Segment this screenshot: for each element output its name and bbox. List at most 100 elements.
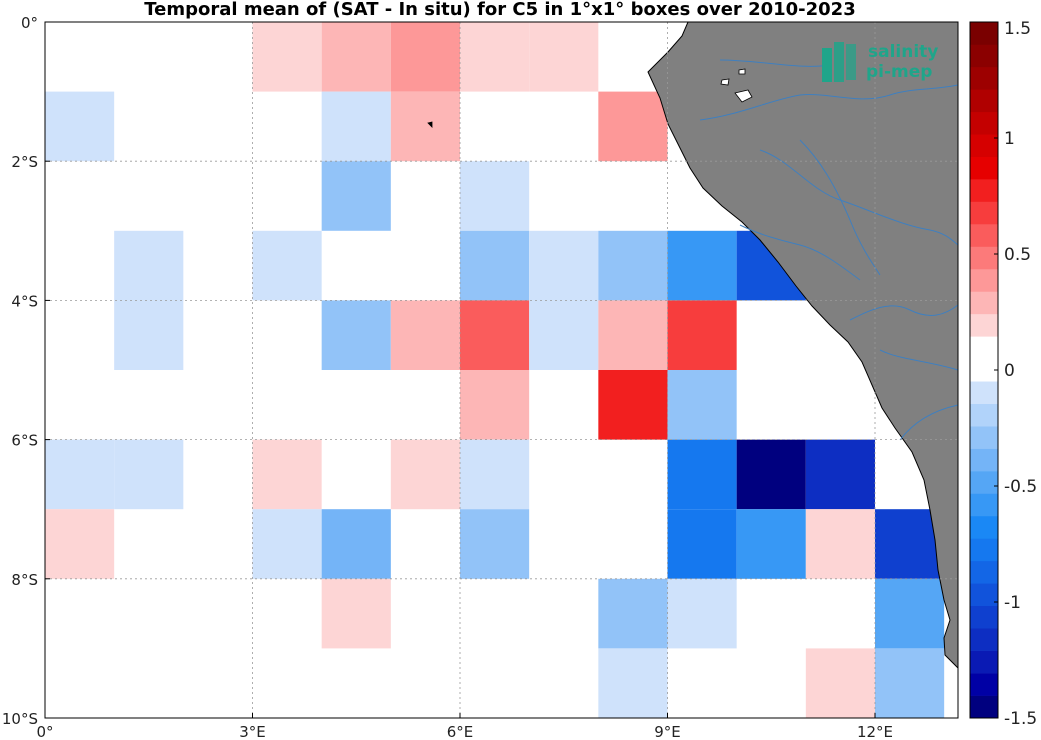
data-cell [114,230,184,301]
data-cell [390,22,460,92]
colorbar-swatch [970,268,998,292]
colorbar-tick-label: 0 [1004,361,1015,381]
data-cell [460,230,530,301]
data-cell [805,439,875,510]
colorbar-swatch [970,538,998,562]
data-cell [460,22,530,92]
logo-text-line2: pi-mep [866,62,932,82]
data-cell [805,648,875,718]
data-cell [667,370,737,440]
colorbar-swatch [970,134,998,158]
data-cell [805,509,875,579]
data-cell [460,300,530,370]
data-cell [321,509,391,579]
data-cell [598,300,668,370]
data-cell [45,509,115,579]
y-tick-label: 4°S [11,292,38,310]
data-cell [252,230,322,301]
y-tick-label: 6°S [11,432,38,450]
river [799,139,881,276]
data-cell [460,509,530,579]
land-mass [427,21,959,670]
colorbar-swatch [970,336,998,360]
colorbar-swatch [970,560,998,584]
x-tick-label: 9°E [654,723,681,740]
colorbar-swatch [970,201,998,225]
river [759,149,959,246]
river [699,84,959,121]
data-cell [114,439,184,510]
river [719,59,831,67]
data-cell [252,439,322,510]
colorbar-swatch [970,605,998,629]
colorbar-tick-label: -0.5 [1004,477,1037,497]
data-cell [321,22,391,92]
colorbar-swatch [970,515,998,539]
data-cell [598,648,668,718]
data-cell [45,439,115,510]
data-cell [252,22,322,92]
colorbar-swatch [970,583,998,607]
colorbar-swatch [970,44,998,68]
graticule [45,22,958,718]
data-cell [667,509,737,579]
colorbar-tick-label: 1 [1004,129,1015,149]
logo-text-line1: salinity [868,42,938,62]
river [899,404,959,441]
colorbar-swatch [970,448,998,472]
data-cell [875,648,945,718]
colorbar-swatch [970,66,998,90]
colorbar-swatch [970,111,998,135]
y-tick-label: 8°S [11,571,38,589]
x-tick-label: 3°E [239,723,266,740]
axis-ticks: 0° 3°E 6°E 9°E 12°E 0° 2°S 4°S 6°S 8°S 10°S [2,14,893,740]
data-cell [598,578,668,649]
colorbar-tick-label: -1.5 [1004,709,1037,729]
coastline-land [647,21,959,670]
colorbar-swatch [970,291,998,315]
data-cell [45,91,115,162]
data-cell [529,300,599,370]
colorbar-swatch [970,695,998,719]
x-tick-label: 0° [36,723,53,740]
data-cell [736,509,806,579]
y-tick-label: 2°S [11,153,38,171]
data-cell [598,370,668,440]
data-cell [390,439,460,510]
data-cell [321,300,391,370]
island [734,89,753,103]
colorbar-tick-label: 0.5 [1004,245,1031,265]
colorbar-tick-label: 1.5 [1004,19,1031,39]
x-tick-label: 12°E [857,723,893,740]
logo-bar [846,44,856,80]
data-cell [252,509,322,579]
colorbar-swatch [970,246,998,270]
data-cell [114,300,184,370]
data-cell [321,161,391,231]
colorbar-swatch [970,493,998,517]
data-cell [598,91,668,162]
colorbar-swatch [970,650,998,674]
data-cell [598,230,668,301]
x-tick-label: 6°E [447,723,474,740]
data-cell [321,578,391,649]
y-tick-label: 10°S [2,710,38,728]
y-tick-label: 0° [21,14,38,32]
data-cell [667,578,737,649]
colorbar-swatch [970,381,998,404]
colorbar-swatch [970,22,998,45]
data-cell [529,230,599,301]
river [849,304,959,321]
data-cell [460,370,530,440]
river [739,224,861,281]
map-title: Temporal mean of (SAT - In situ) for C5 … [144,0,856,20]
logo-bar [834,42,844,82]
colorbar-tick-label: -1 [1004,593,1021,613]
island [738,68,746,75]
data-cell [736,439,806,510]
data-cell [460,439,530,510]
colorbar-swatch [970,224,998,247]
data-cell [460,161,530,231]
data-cell [529,22,599,92]
